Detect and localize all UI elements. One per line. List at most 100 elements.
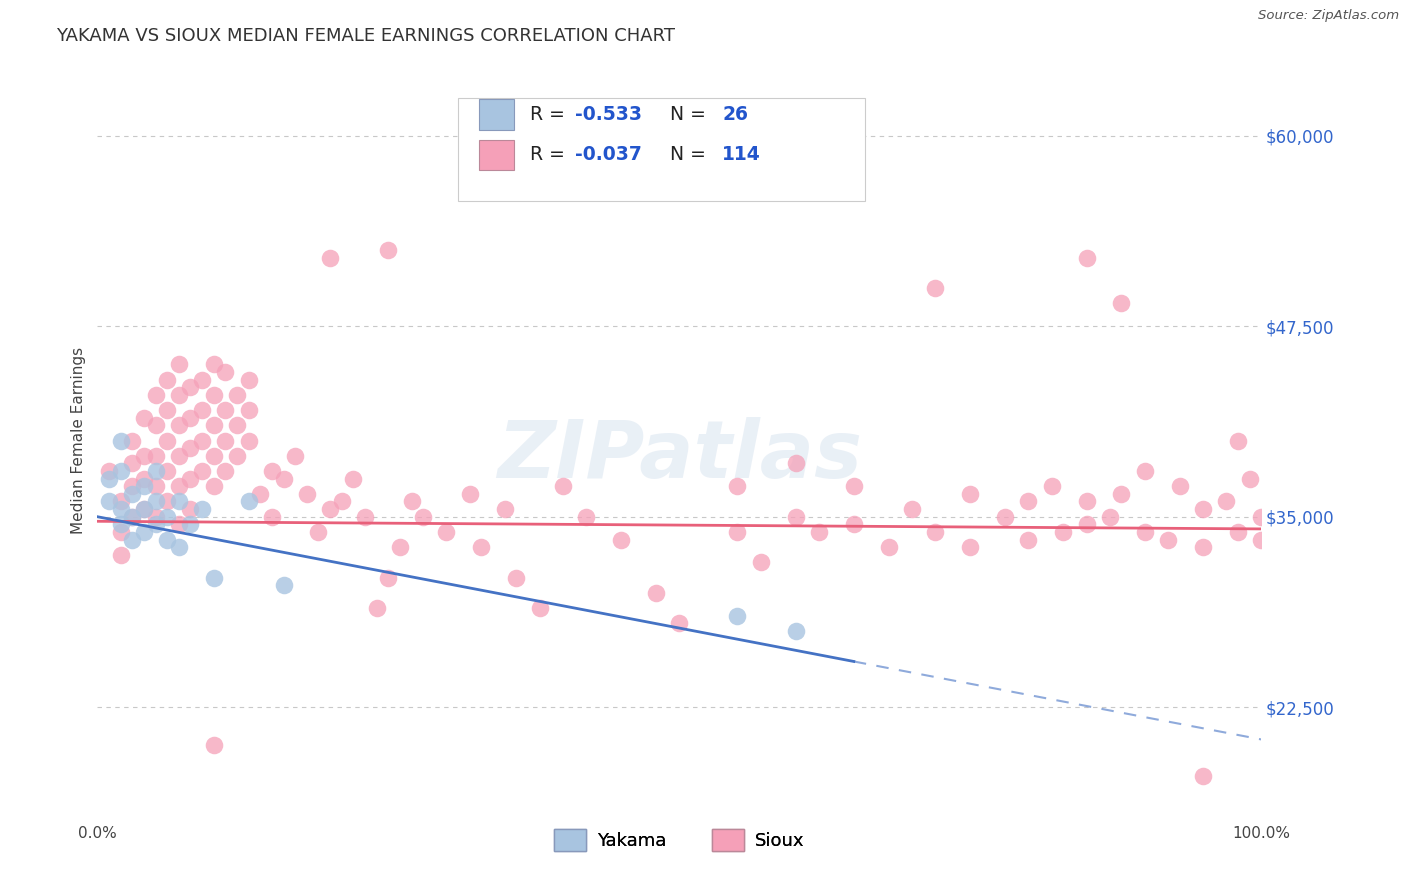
Point	[202, 449, 225, 463]
Point	[214, 464, 236, 478]
Point	[1168, 479, 1191, 493]
Point	[470, 540, 492, 554]
Point	[725, 524, 748, 539]
Point	[132, 410, 155, 425]
Point	[121, 487, 143, 501]
Point	[1192, 769, 1215, 783]
Point	[145, 479, 167, 493]
Point	[1192, 540, 1215, 554]
FancyBboxPatch shape	[479, 139, 515, 170]
Point	[121, 479, 143, 493]
Point	[202, 357, 225, 371]
Point	[1133, 524, 1156, 539]
Point	[191, 373, 214, 387]
Point	[132, 502, 155, 516]
Point	[645, 586, 668, 600]
Point	[1226, 524, 1249, 539]
Point	[191, 403, 214, 417]
Point	[110, 517, 132, 532]
Text: -0.037: -0.037	[575, 145, 641, 164]
Point	[167, 517, 190, 532]
Point	[179, 410, 201, 425]
Point	[551, 479, 574, 493]
Point	[202, 479, 225, 493]
Point	[575, 509, 598, 524]
Point	[1052, 524, 1074, 539]
Text: 114: 114	[723, 145, 761, 164]
Point	[377, 243, 399, 257]
Point	[842, 517, 865, 532]
Point	[179, 502, 201, 516]
Point	[110, 548, 132, 562]
Point	[132, 479, 155, 493]
Point	[132, 472, 155, 486]
Text: R =: R =	[530, 145, 571, 164]
Point	[1017, 494, 1039, 508]
Point	[121, 533, 143, 547]
Point	[238, 434, 260, 448]
Point	[412, 509, 434, 524]
Point	[167, 449, 190, 463]
Point	[725, 479, 748, 493]
Point	[273, 578, 295, 592]
Point	[167, 388, 190, 402]
Point	[167, 494, 190, 508]
Point	[924, 281, 946, 295]
Text: YAKAMA VS SIOUX MEDIAN FEMALE EARNINGS CORRELATION CHART: YAKAMA VS SIOUX MEDIAN FEMALE EARNINGS C…	[56, 27, 675, 45]
Point	[145, 449, 167, 463]
Point	[110, 502, 132, 516]
Legend: Yakama, Sioux: Yakama, Sioux	[547, 822, 811, 858]
Point	[785, 456, 807, 470]
Point	[121, 509, 143, 524]
Point	[1250, 509, 1272, 524]
Text: N =: N =	[658, 145, 713, 164]
Point	[226, 449, 249, 463]
Point	[959, 540, 981, 554]
Point	[1076, 517, 1098, 532]
Point	[1040, 479, 1063, 493]
Point	[156, 533, 179, 547]
Point	[877, 540, 900, 554]
Point	[1076, 494, 1098, 508]
Point	[167, 540, 190, 554]
Point	[121, 509, 143, 524]
Point	[156, 434, 179, 448]
Point	[505, 571, 527, 585]
Point	[167, 418, 190, 433]
Point	[156, 494, 179, 508]
Point	[238, 403, 260, 417]
Point	[145, 509, 167, 524]
Point	[458, 487, 481, 501]
Point	[226, 388, 249, 402]
Point	[924, 524, 946, 539]
Point	[214, 403, 236, 417]
Point	[202, 739, 225, 753]
Point	[319, 502, 342, 516]
Point	[167, 479, 190, 493]
Point	[110, 524, 132, 539]
Point	[284, 449, 307, 463]
Point	[1098, 509, 1121, 524]
Point	[807, 524, 830, 539]
Point	[121, 434, 143, 448]
Point	[494, 502, 516, 516]
Point	[132, 449, 155, 463]
Text: R =: R =	[530, 105, 571, 124]
Point	[202, 418, 225, 433]
Point	[725, 608, 748, 623]
Text: ZIPatlas: ZIPatlas	[496, 417, 862, 495]
Point	[191, 434, 214, 448]
Point	[214, 365, 236, 379]
Point	[436, 524, 458, 539]
Point	[156, 464, 179, 478]
Point	[1226, 434, 1249, 448]
Point	[388, 540, 411, 554]
Point	[342, 472, 364, 486]
Point	[1215, 494, 1237, 508]
Point	[145, 418, 167, 433]
Text: N =: N =	[658, 105, 713, 124]
Y-axis label: Median Female Earnings: Median Female Earnings	[72, 347, 86, 534]
Point	[1017, 533, 1039, 547]
Point	[842, 479, 865, 493]
Point	[191, 502, 214, 516]
